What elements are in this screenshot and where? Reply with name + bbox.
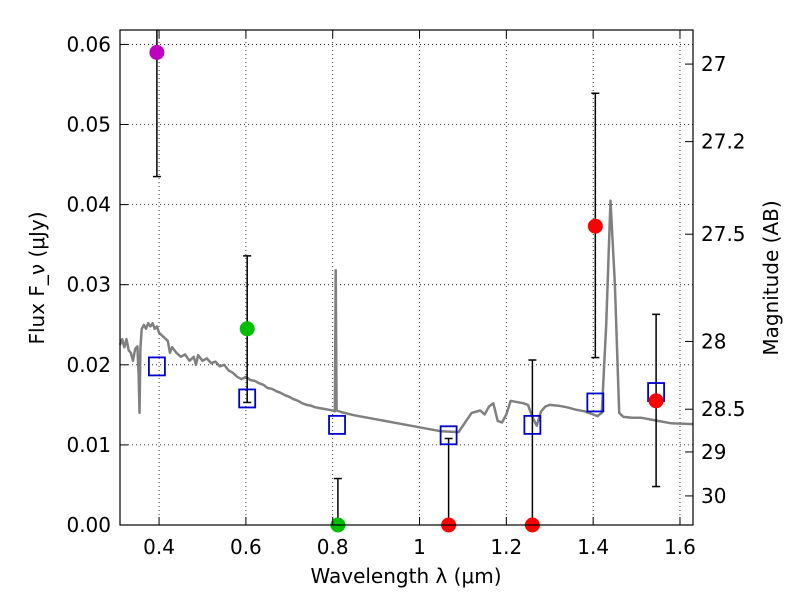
x-tick-label: 1 [413,535,426,559]
y2-tick-label: 27 [701,52,726,76]
y-tick-label: 0.02 [66,353,111,377]
observed-flux-point [149,44,165,60]
observed-flux-point [239,321,255,337]
grid-lines [120,30,693,526]
x-tick-label: 1.4 [577,535,609,559]
y2-tick-label: 28 [701,330,726,354]
y2-axis-label: Magnitude (AB) [759,200,783,355]
model-band-flux-point [328,414,346,435]
observed-flux-point [587,218,603,234]
y-tick-label: 0.06 [66,32,111,56]
x-tick-label: 0.4 [143,535,175,559]
y2-tick-label: 30 [701,484,726,508]
y-axis-label: Flux F_ν (μJy) [25,211,49,344]
model-band-flux-point [238,388,257,409]
y2-tick-label: 28.5 [701,397,746,421]
model-band-flux-point [439,425,458,446]
y2-tick-label: 27.5 [701,222,746,246]
ticks-layer: 0.4 0.6 0.8 1 1.2 1.4 1.6 0.00 0.01 0.02 0.03 0.04 0… [66,30,746,559]
y2-tick-label: 29 [701,440,726,464]
y-tick-label: 0.05 [66,113,111,137]
observed-flux-point [648,393,664,409]
x-axis-label: Wavelength λ (μm) [310,564,501,588]
y-tick-label: 0.04 [66,193,111,217]
y2-tick-label: 27.2 [701,130,746,154]
points-layer [147,44,666,533]
y-tick-label: 0.01 [66,433,111,457]
y-tick-label: 0.00 [66,513,111,537]
errorbar-layer [152,30,661,525]
x-tick-label: 1.6 [664,535,696,559]
plot-frame [119,29,694,526]
model-band-flux-point [523,414,542,435]
sed-layer [118,199,694,434]
x-tick-label: 0.6 [230,535,262,559]
y-tick-label: 0.03 [66,273,111,297]
x-tick-label: 0.8 [317,535,349,559]
sed-model-line [118,199,694,434]
model-band-flux-point [586,392,605,413]
x-tick-label: 1.2 [490,535,522,559]
model-band-flux-point [147,356,166,377]
